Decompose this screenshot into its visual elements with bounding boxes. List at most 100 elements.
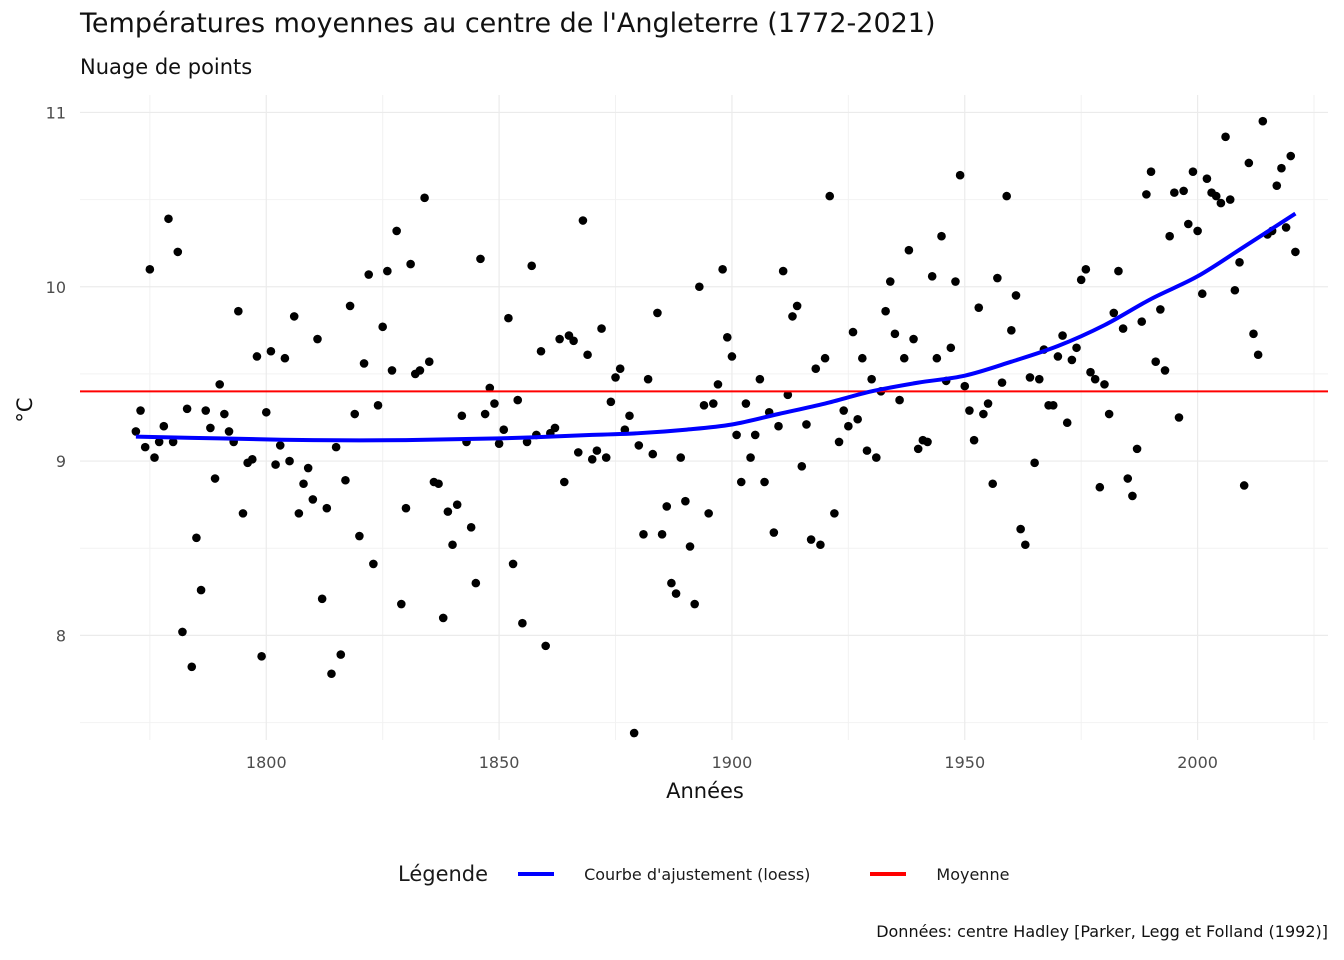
data-point — [820, 353, 830, 363]
data-point — [383, 266, 392, 276]
data-point — [457, 411, 467, 421]
data-point — [336, 650, 346, 659]
data-point — [834, 437, 844, 447]
data-point — [816, 540, 825, 550]
data-point — [369, 559, 378, 569]
data-point — [434, 479, 443, 489]
data-point — [1230, 285, 1240, 295]
data-point — [159, 421, 169, 431]
data-point — [1193, 226, 1202, 236]
data-point — [881, 306, 890, 316]
data-point — [1114, 266, 1123, 276]
data-point — [1067, 355, 1077, 365]
data-point — [830, 509, 839, 518]
data-point — [909, 334, 918, 344]
data-point — [858, 353, 867, 363]
loess-curve — [135, 211, 1297, 443]
data-point — [890, 329, 900, 339]
data-point — [1072, 343, 1081, 353]
data-point — [476, 254, 485, 264]
data-point — [862, 446, 872, 455]
legend-label-loess: Courbe d'ajustement (loess) — [584, 864, 811, 884]
data-point — [988, 479, 998, 489]
data-point — [601, 453, 611, 462]
legend-title: Légende — [398, 862, 489, 886]
data-point — [746, 453, 755, 462]
data-point — [1034, 374, 1044, 384]
data-point — [1090, 374, 1100, 384]
data-point — [806, 535, 816, 544]
data-point — [704, 509, 713, 518]
data-point — [452, 500, 462, 509]
data-point — [1202, 174, 1212, 183]
data-point — [965, 406, 974, 415]
data-point — [1137, 317, 1147, 326]
data-point — [331, 442, 341, 452]
data-point — [415, 366, 425, 375]
data-point — [1179, 186, 1188, 196]
data-point — [341, 475, 350, 485]
data-point — [657, 529, 667, 539]
data-point — [1128, 491, 1137, 501]
data-point — [448, 540, 457, 550]
data-point — [1076, 275, 1086, 285]
data-point — [1239, 481, 1249, 490]
data-point — [932, 353, 942, 363]
data-point — [1225, 195, 1235, 204]
data-point — [471, 578, 481, 588]
data-point — [885, 277, 895, 286]
data-point — [713, 380, 723, 389]
data-point — [853, 414, 862, 424]
data-point — [722, 333, 732, 342]
data-point — [685, 542, 695, 551]
data-point — [252, 352, 262, 361]
data-point — [774, 421, 783, 431]
data-point — [839, 406, 849, 415]
data-point — [648, 449, 658, 459]
data-point — [480, 409, 490, 419]
data-point — [508, 559, 518, 569]
data-point — [220, 409, 229, 419]
data-point — [313, 334, 322, 344]
data-point — [639, 529, 648, 539]
data-point — [643, 374, 653, 384]
data-point — [569, 336, 578, 346]
data-point — [653, 308, 662, 318]
data-point — [1062, 418, 1072, 428]
data-point — [168, 437, 178, 447]
data-point — [923, 437, 932, 447]
data-point — [559, 477, 569, 487]
y-tick-label: 9 — [56, 452, 66, 471]
data-point — [154, 437, 164, 447]
data-point — [1197, 289, 1207, 299]
y-tick-label: 8 — [56, 626, 66, 645]
data-point — [825, 191, 835, 201]
data-point — [629, 728, 639, 738]
data-point — [192, 533, 201, 543]
data-point — [709, 399, 718, 408]
data-point — [522, 437, 532, 447]
data-point — [760, 477, 769, 487]
legend-key-loess — [518, 872, 555, 876]
data-point — [681, 496, 690, 506]
data-point — [1109, 308, 1119, 318]
data-point — [951, 277, 960, 286]
data-point — [550, 423, 560, 433]
data-point — [937, 231, 946, 241]
data-point — [308, 495, 318, 504]
data-point — [345, 301, 355, 311]
x-tick-labels: 1800 1850 1900 1950 2000 — [246, 753, 1218, 772]
data-point — [261, 407, 271, 417]
data-point — [555, 334, 564, 344]
data-point — [690, 599, 699, 609]
data-point — [1160, 366, 1170, 375]
data-point — [1183, 219, 1193, 229]
data-point — [527, 261, 537, 271]
data-point — [1188, 167, 1198, 177]
data-point — [387, 366, 397, 375]
data-point — [1156, 305, 1165, 314]
data-point — [867, 374, 876, 384]
data-point — [1058, 331, 1067, 340]
data-point — [378, 322, 387, 332]
